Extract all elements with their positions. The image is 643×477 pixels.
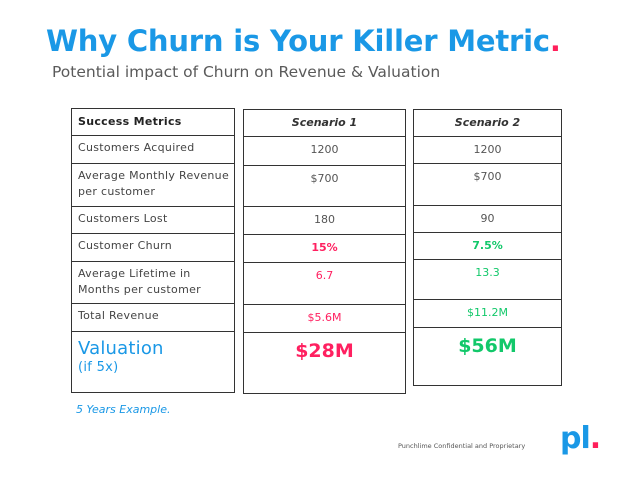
scenario-1-cell: $5.6M bbox=[243, 304, 406, 333]
scenario-1-value: $700 bbox=[310, 172, 339, 185]
scenario-2-header-cell: Scenario 2 bbox=[413, 109, 562, 137]
logo-text: pl bbox=[560, 421, 591, 456]
footnote: 5 Years Example. bbox=[76, 403, 171, 416]
scenario-1-revenue: $5.6M bbox=[307, 311, 342, 324]
scenario-1-value: 1200 bbox=[310, 143, 339, 156]
scenario-1-cell: $700 bbox=[243, 165, 406, 207]
scenario-2-cell: 90 bbox=[413, 205, 562, 233]
scenario-1-header: Scenario 1 bbox=[291, 116, 358, 129]
metric-label: Average Lifetime in Months per customer bbox=[78, 267, 201, 296]
metrics-table: Success Metrics Customers Acquired Avera… bbox=[71, 108, 235, 393]
title-dot: . bbox=[549, 24, 561, 58]
valuation-label: Valuation bbox=[78, 338, 164, 359]
metric-label: Customers Acquired bbox=[78, 141, 195, 154]
scenario-2-revenue: $11.2M bbox=[467, 306, 508, 319]
metrics-row: Average Monthly Revenue per customer bbox=[71, 163, 235, 207]
scenario-1-churn: 15% bbox=[311, 241, 338, 254]
valuation-cell: Valuation (if 5x) bbox=[71, 331, 235, 393]
scenario-1-cell: 1200 bbox=[243, 136, 406, 166]
title-text: Why Churn is Your Killer Metric bbox=[46, 24, 550, 58]
metric-label: Customer Churn bbox=[78, 239, 173, 252]
scenario-1-cell: 15% bbox=[243, 234, 406, 263]
scenario-2-header: Scenario 2 bbox=[454, 116, 521, 129]
scenario-2-lifetime: 13.3 bbox=[475, 266, 500, 279]
scenario-2-valuation-cell: $56M bbox=[413, 327, 562, 386]
scenario-2-churn: 7.5% bbox=[472, 239, 503, 252]
metrics-header-cell: Success Metrics bbox=[71, 108, 235, 136]
scenario-1-valuation: $28M bbox=[295, 340, 354, 362]
punchlime-logo: pl. bbox=[560, 421, 601, 456]
scenario-2-value: $700 bbox=[473, 170, 502, 183]
valuation-note: (if 5x) bbox=[78, 360, 119, 375]
scenario-2-cell: $11.2M bbox=[413, 299, 562, 328]
scenario-2-cell: 7.5% bbox=[413, 232, 562, 260]
slide-subtitle: Potential impact of Churn on Revenue & V… bbox=[52, 63, 441, 81]
slide-title: Why Churn is Your Killer Metric. bbox=[46, 24, 561, 58]
metrics-header: Success Metrics bbox=[78, 115, 182, 128]
scenario-2-cell: 13.3 bbox=[413, 259, 562, 300]
scenario-1-cell: 6.7 bbox=[243, 262, 406, 305]
metrics-row: Customers Acquired bbox=[71, 135, 235, 164]
scenario-2-cell: $700 bbox=[413, 163, 562, 206]
metrics-row: Total Revenue bbox=[71, 303, 235, 332]
logo-dot: . bbox=[589, 421, 601, 456]
scenario-2-value: 90 bbox=[480, 212, 495, 225]
metric-label: Customers Lost bbox=[78, 212, 168, 225]
metrics-row: Customers Lost bbox=[71, 206, 235, 234]
scenario-1-valuation-cell: $28M bbox=[243, 332, 406, 394]
metrics-row: Customer Churn bbox=[71, 233, 235, 262]
confidential-notice: Punchlime Confidential and Proprietary bbox=[398, 442, 526, 450]
scenario-2-value: 1200 bbox=[473, 143, 502, 156]
scenario-1-header-cell: Scenario 1 bbox=[243, 109, 406, 137]
metric-label: Total Revenue bbox=[78, 309, 159, 322]
scenario-2-valuation: $56M bbox=[458, 335, 517, 357]
metric-label: Average Monthly Revenue per customer bbox=[78, 169, 230, 198]
metrics-row: Average Lifetime in Months per customer bbox=[71, 261, 235, 304]
scenario-1-lifetime: 6.7 bbox=[315, 269, 334, 282]
scenario-1-value: 180 bbox=[314, 213, 335, 226]
scenario-1-table: Scenario 1 1200 $700 180 15% 6.7 $5.6M $… bbox=[243, 109, 406, 394]
scenario-2-cell: 1200 bbox=[413, 136, 562, 164]
scenario-2-table: Scenario 2 1200 $700 90 7.5% 13.3 $11.2M… bbox=[413, 109, 562, 386]
scenario-1-cell: 180 bbox=[243, 206, 406, 235]
